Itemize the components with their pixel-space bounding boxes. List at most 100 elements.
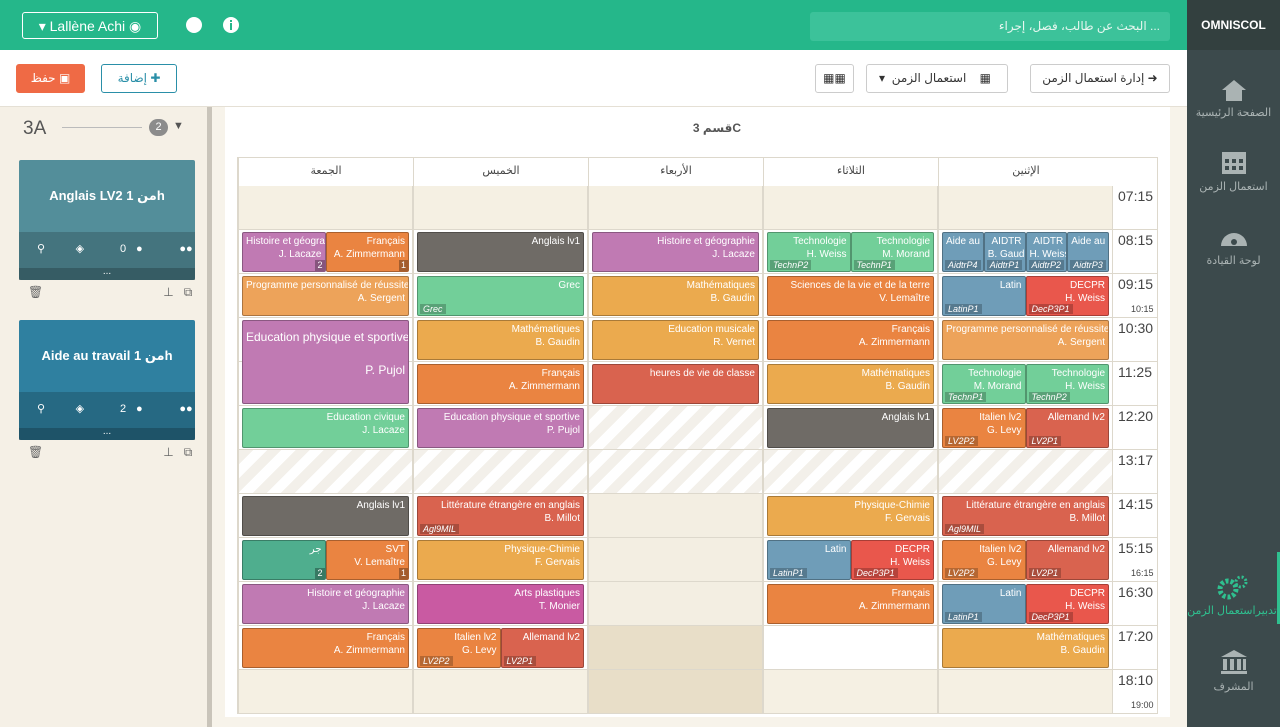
nav-dashboard[interactable]: لوحة القيادة bbox=[1187, 224, 1280, 267]
lesson[interactable]: DECPR H. Weiss DecP3P1 bbox=[1025, 276, 1109, 316]
cell bbox=[588, 582, 763, 626]
lesson[interactable]: AIDTR H. Weiss AidtrP2 bbox=[1025, 232, 1068, 272]
lesson[interactable]: Italien lv2 G. Levy LV2P2 bbox=[942, 408, 1026, 448]
card-more: ... bbox=[19, 427, 195, 440]
lesson-teacher: F. Gervais bbox=[884, 513, 930, 524]
lesson[interactable]: Allemand lv2 LV2P1 bbox=[1025, 540, 1109, 580]
lesson[interactable]: Histoire et géographie J. Lacaze bbox=[242, 584, 409, 624]
lesson[interactable]: AIDTR B. GaudinAidtrP1 bbox=[983, 232, 1026, 272]
lesson[interactable]: Technologie M. Morand TechnP1 bbox=[850, 232, 934, 272]
lesson[interactable]: Histoire et géographie J. Lacaze bbox=[592, 232, 759, 272]
lesson-teacher: A. Zimmermann bbox=[508, 381, 580, 392]
nav-label: تدبيراستعمال الزمن bbox=[1187, 605, 1277, 617]
toggle[interactable]: ▼ bbox=[173, 120, 184, 132]
lesson-subject: Physique-Chimie bbox=[504, 544, 580, 555]
lesson-teacher: B. Gaudin bbox=[535, 337, 580, 348]
lesson[interactable]: Français A. Zimmermann bbox=[242, 628, 409, 668]
lesson-tag: LV2P1 bbox=[1028, 436, 1062, 446]
time-cell bbox=[1113, 450, 1158, 494]
lesson[interactable]: DECPR H. Weiss DecP3P1 bbox=[850, 540, 934, 580]
nav-timetable[interactable]: استعمال الزمن bbox=[1187, 148, 1280, 193]
lesson[interactable]: Education physique et sportive P. Pujol bbox=[417, 408, 584, 448]
lesson[interactable]: Education civique J. Lacaze bbox=[242, 408, 409, 448]
lesson[interactable]: Programme personnalisé de réussite éduca… bbox=[242, 276, 409, 316]
lesson-teacher: A. Sergent bbox=[357, 293, 405, 304]
manage-button[interactable]: إدارة استعمال الزمن ➜ bbox=[1030, 64, 1170, 93]
lesson[interactable]: Aide au travail AidtrP4 bbox=[942, 232, 984, 272]
lesson[interactable]: Littérature étrangère en anglais B. Millo… bbox=[942, 496, 1109, 536]
search-box[interactable]: البحث عن طالب، فصل، إجراء ... bbox=[810, 12, 1170, 41]
lesson[interactable]: Anglais lv1 bbox=[767, 408, 934, 448]
lesson[interactable]: heures de vie de classe bbox=[592, 364, 759, 404]
lesson[interactable]: Arts plastiques T. Monier bbox=[417, 584, 584, 624]
cell bbox=[938, 670, 1113, 714]
lesson-subject: Aide au travail bbox=[1071, 236, 1108, 247]
lesson-teacher: B. Gaudin bbox=[885, 381, 930, 392]
lesson[interactable]: Français A. Zimmermann 1 bbox=[325, 232, 409, 272]
lesson[interactable]: جر 2 bbox=[242, 540, 326, 580]
lesson-subject: Français bbox=[891, 324, 930, 335]
lesson[interactable]: Latin LatinP1 bbox=[767, 540, 851, 580]
cell bbox=[588, 538, 763, 582]
lesson[interactable]: Mathématiques B. Gaudin bbox=[767, 364, 934, 404]
course-card[interactable]: Anglais LV2 من 1h 0 ⚲ ◈ ● ●● ... bbox=[19, 160, 195, 280]
lesson[interactable]: Physique-Chimie F. Gervais bbox=[417, 540, 584, 580]
lesson[interactable]: Latin LatinP1 bbox=[942, 276, 1026, 316]
lesson-tag: DecP3P1 bbox=[853, 568, 898, 578]
save-button[interactable]: حفظ ▣ bbox=[16, 64, 85, 93]
lesson[interactable]: Latin LatinP1 bbox=[942, 584, 1026, 624]
lesson[interactable]: Mathématiques B. Gaudin bbox=[942, 628, 1109, 668]
time-cell bbox=[1113, 274, 1158, 318]
lesson[interactable]: Mathématiques B. Gaudin bbox=[592, 276, 759, 316]
lesson[interactable]: Physique-Chimie F. Gervais bbox=[767, 496, 934, 536]
lesson[interactable]: Technologie H. Weiss TechnP2 bbox=[767, 232, 851, 272]
lesson[interactable]: Littérature étrangère en anglais B. Millo… bbox=[417, 496, 584, 536]
lesson[interactable]: Italien lv2 G. Levy LV2P2 bbox=[942, 540, 1026, 580]
lesson[interactable]: Allemand lv2 LV2P1 bbox=[500, 628, 584, 668]
lesson-teacher: F. Gervais bbox=[534, 557, 580, 568]
lesson[interactable]: Italien lv2 G. Levy LV2P2 bbox=[417, 628, 501, 668]
lesson[interactable]: SVT V. Lemaître 1 bbox=[325, 540, 409, 580]
time-label: 12:20 bbox=[1118, 408, 1154, 424]
time-label: 13:17 bbox=[1118, 452, 1154, 468]
lesson[interactable]: Mathématiques B. Gaudin bbox=[417, 320, 584, 360]
calendar-button[interactable]: ▦▦ bbox=[815, 64, 854, 93]
lesson[interactable]: Grec Grec bbox=[417, 276, 584, 316]
lesson[interactable]: Education physique et sportive P. Pujol bbox=[242, 320, 409, 404]
lesson[interactable]: Programme personnalisé de réussite éduca… bbox=[942, 320, 1109, 360]
lesson[interactable]: Anglais lv1 bbox=[242, 496, 409, 536]
lesson[interactable]: Français A. Zimmermann bbox=[767, 584, 934, 624]
view-dropdown[interactable]: ▾ استعمال الزمن ▦ bbox=[866, 64, 1008, 93]
lesson[interactable]: Français A. Zimmermann bbox=[767, 320, 934, 360]
day-header: الثلاثاء bbox=[763, 157, 938, 186]
nav-admin[interactable]: المشرف bbox=[1187, 648, 1280, 693]
lesson-tag: LatinP1 bbox=[945, 304, 982, 314]
lesson-teacher: A. Zimmermann bbox=[333, 645, 405, 656]
add-button[interactable]: إضافة ✚ bbox=[101, 64, 177, 93]
lesson-teacher: M. Morand bbox=[973, 381, 1022, 392]
lesson[interactable]: Sciences de la vie et de la terre V. Lema… bbox=[767, 276, 934, 316]
lesson[interactable]: Français A. Zimmermann bbox=[417, 364, 584, 404]
lesson-tag: TechnP1 bbox=[853, 260, 895, 270]
nav-home[interactable]: الصفحة الرئيسية bbox=[1187, 78, 1280, 119]
lesson[interactable]: Education musicale R. Vernet bbox=[592, 320, 759, 360]
lesson[interactable]: Technologie M. Morand TechnP1 bbox=[942, 364, 1026, 404]
cell bbox=[413, 670, 588, 714]
user-name: Lallène Achi bbox=[49, 18, 126, 34]
lesson[interactable]: Allemand lv2 LV2P1 bbox=[1025, 408, 1109, 448]
lesson[interactable]: Technologie H. Weiss TechnP2 bbox=[1025, 364, 1109, 404]
lesson-subject: heures de vie de classe bbox=[649, 368, 755, 379]
nav-manage[interactable]: تدبيراستعمال الزمن bbox=[1187, 552, 1280, 624]
lesson[interactable]: Aide au travail AidtrP3 bbox=[1067, 232, 1109, 272]
scrollbar[interactable] bbox=[207, 107, 212, 727]
lesson-subject: Anglais lv1 bbox=[356, 500, 405, 511]
lesson[interactable]: Anglais lv1 bbox=[417, 232, 584, 272]
lesson-teacher: H. Weiss bbox=[1065, 293, 1105, 304]
lesson[interactable]: DECPR H. Weiss DecP3P1 bbox=[1025, 584, 1109, 624]
lesson-teacher: B. Gaudin bbox=[710, 293, 755, 304]
lesson-subject: SVT bbox=[385, 544, 405, 555]
user-menu[interactable]: ▾ Lallène Achi ◉ bbox=[22, 12, 158, 39]
course-card[interactable]: Aide au travail من 1h 2 ⚲ ◈ ● ●● ... bbox=[19, 320, 195, 440]
lesson-subject: Français bbox=[891, 588, 930, 599]
